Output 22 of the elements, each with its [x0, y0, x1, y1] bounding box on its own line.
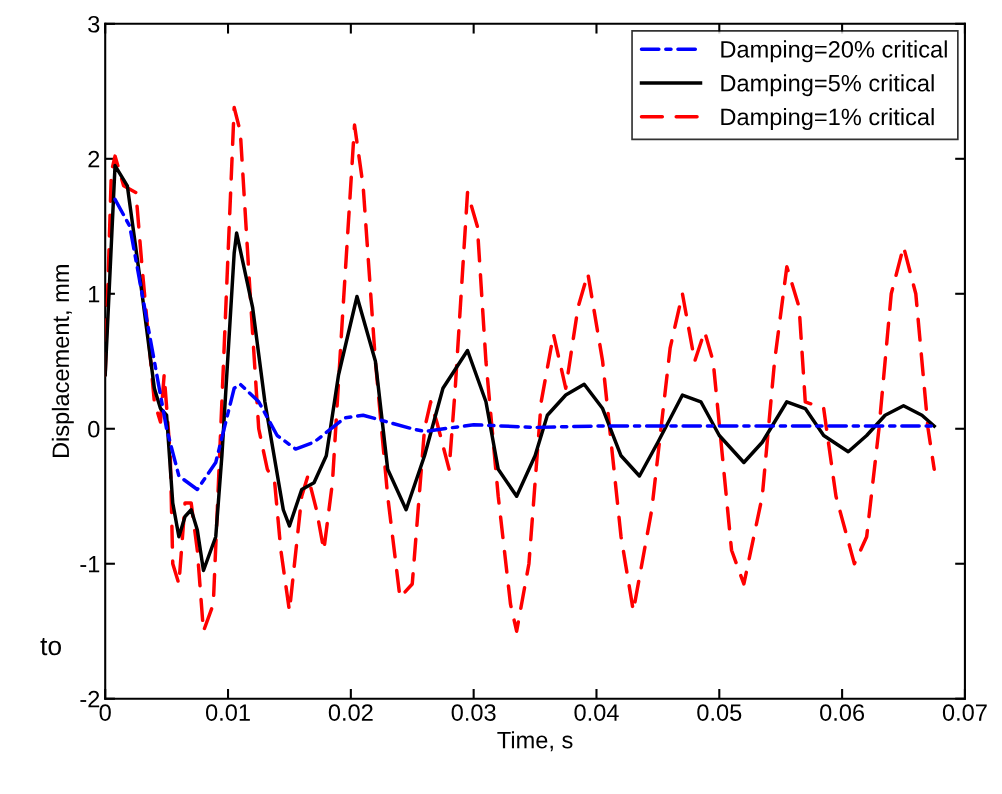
legend-label: Damping=1% critical [721, 107, 934, 130]
x-tick-label: 0.06 [820, 704, 865, 721]
x-tick-label: 0.01 [205, 704, 250, 721]
x-tick-label: 0.05 [697, 704, 742, 721]
x-tick-label: 0 [99, 704, 111, 721]
y-axis-title: Displacement, mm [51, 265, 74, 458]
y-tick-label: -1 [80, 556, 100, 573]
x-tick-label: 0.03 [451, 704, 496, 721]
text: to [40, 637, 61, 656]
y-tick-label: 0 [88, 420, 100, 438]
y-tick-label: 3 [88, 15, 100, 33]
x-tick-label: 0.07 [942, 704, 987, 721]
y-tick-label: 2 [88, 150, 100, 168]
y-tick-label: -2 [80, 690, 100, 708]
x-tick-label: 0.04 [574, 704, 619, 721]
x-tick-label: 0.02 [328, 704, 373, 721]
line-series [113, 197, 936, 492]
legend-label: Damping=5% critical [721, 74, 934, 97]
legend-label: Damping=20% critical [721, 40, 947, 63]
x-axis-title: Time, s [497, 731, 573, 752]
y-tick-label: 1 [89, 286, 100, 303]
line-series [105, 105, 936, 633]
